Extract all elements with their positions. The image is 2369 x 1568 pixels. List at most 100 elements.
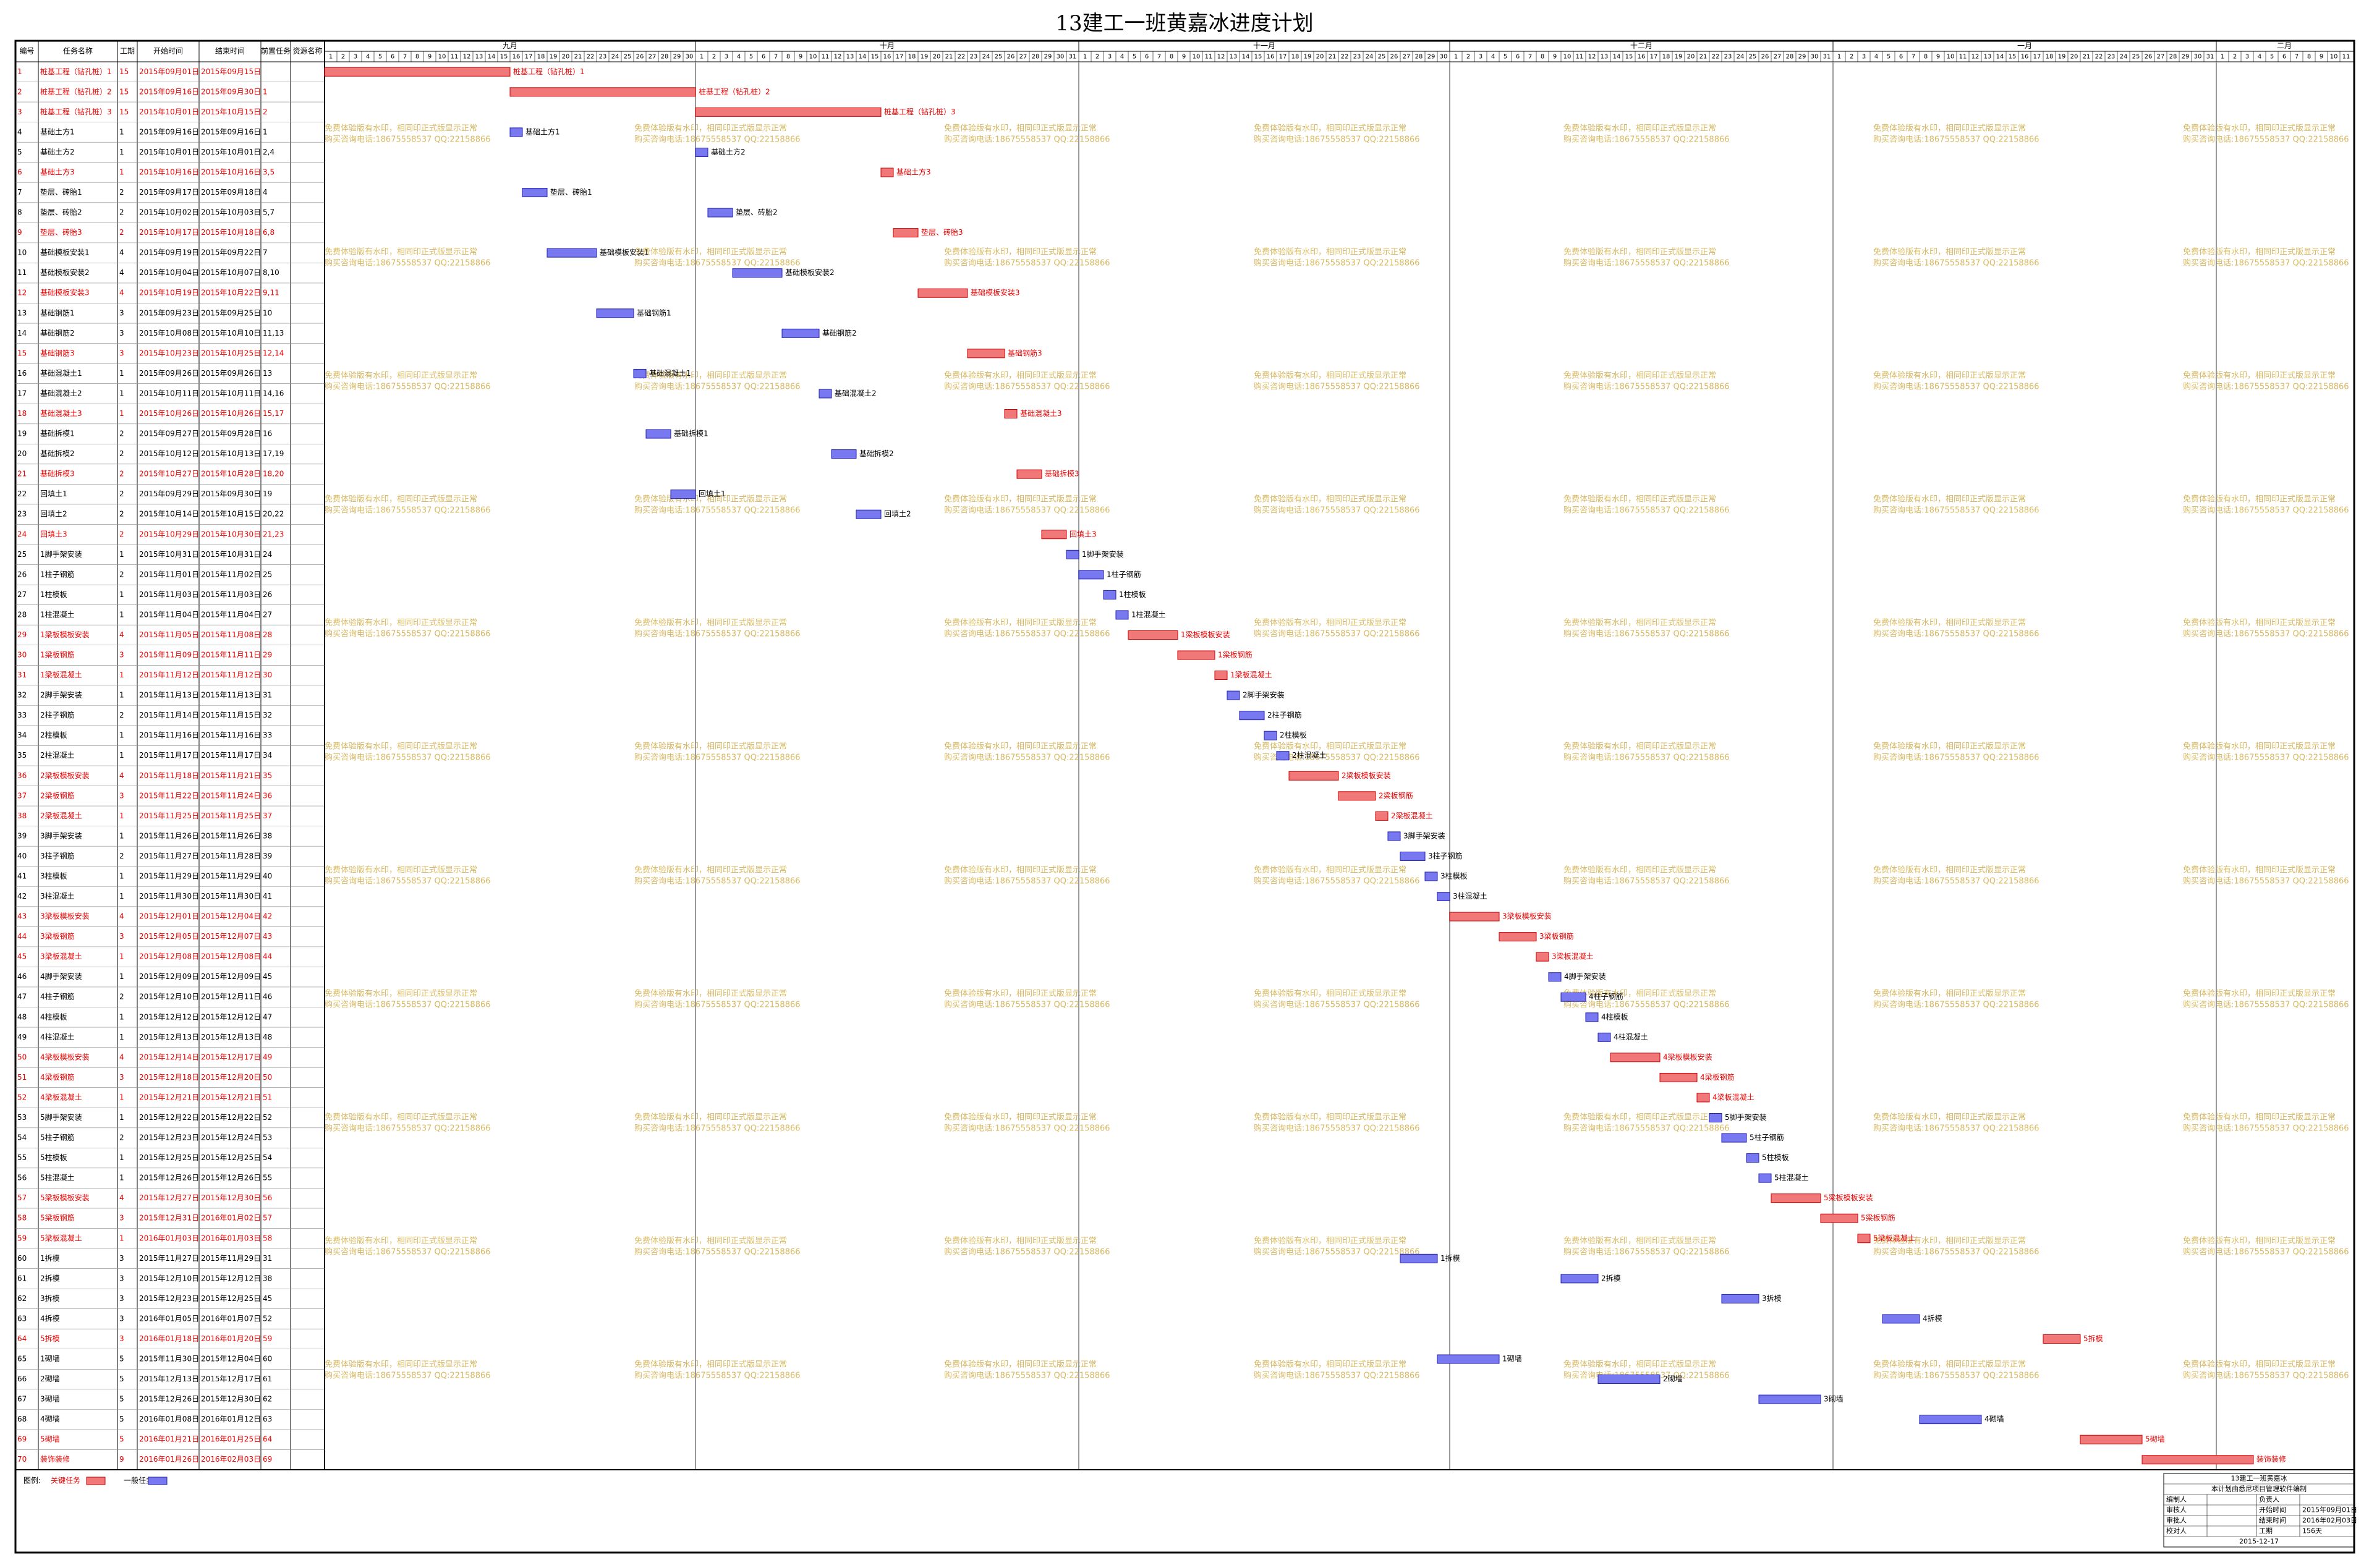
bar-label: 基础混凝土3: [1020, 409, 1062, 418]
cell: 2: [263, 108, 268, 116]
day-label: 24: [1737, 54, 1745, 61]
watermark: 免费体验版有水印，相同印正式版显示正常: [1873, 247, 2026, 257]
day-label: 10: [809, 54, 817, 61]
day-label: 13: [1984, 54, 1992, 61]
cell: 5: [17, 148, 22, 156]
cell: 2016年01月07日: [201, 1314, 261, 1323]
task-bar: [522, 188, 548, 198]
task-bar: [1746, 1153, 1759, 1163]
day-label: 11: [1959, 54, 1967, 61]
day-label: 14: [488, 54, 496, 61]
cell: 2015年09月30日: [201, 489, 261, 498]
bar-label: 基础钢筋2: [822, 328, 857, 337]
cell: 2015年11月02日: [201, 570, 261, 578]
watermark: 购买咨询电话:18675558537 QQ:22158866: [325, 1000, 491, 1010]
bar-label: 基础钢筋3: [1008, 348, 1042, 357]
task-bar: [1338, 791, 1376, 801]
day-label: 4: [737, 54, 741, 61]
watermark: 免费体验版有水印，相同印正式版显示正常: [325, 865, 477, 875]
task-bar: [1721, 1133, 1747, 1143]
cell: 3: [119, 1294, 124, 1303]
watermark: 免费体验版有水印，相同印正式版显示正常: [1254, 124, 1406, 133]
cell: 2015年11月22日: [139, 791, 199, 800]
cell: 9: [17, 228, 22, 237]
day-label: 9: [1553, 54, 1557, 61]
task-bar: [831, 449, 857, 459]
footer-label: 工期: [2259, 1527, 2273, 1535]
cell: 64: [263, 1435, 272, 1444]
watermark: 购买咨询电话:18675558537 QQ:22158866: [325, 506, 491, 515]
bar-label: 3柱混凝土: [1453, 891, 1487, 901]
watermark: 免费体验版有水印，相同印正式版显示正常: [634, 618, 787, 628]
day-label: 6: [2282, 54, 2286, 61]
cell: 垫层、砖胎2: [40, 208, 82, 217]
task-bar: [1597, 1032, 1611, 1042]
watermark: 免费体验版有水印，相同印正式版显示正常: [1563, 1360, 1716, 1370]
column-header: 资源名称: [292, 46, 322, 56]
watermark: 购买咨询电话:18675558537 QQ:22158866: [944, 1371, 1110, 1381]
cell: 6: [17, 167, 22, 176]
day-label: 12: [1971, 54, 1980, 61]
cell: 2015年12月13日: [139, 1033, 199, 1041]
watermark: 免费体验版有水印，相同印正式版显示正常: [944, 247, 1097, 257]
column-header: 结束时间: [215, 47, 245, 56]
day-label: 28: [2169, 54, 2177, 61]
task-bar: [324, 67, 511, 77]
day-label: 21: [1329, 54, 1337, 61]
task-bar: [1437, 1354, 1500, 1364]
watermark: 免费体验版有水印，相同印正式版显示正常: [944, 1236, 1097, 1246]
bar-label: 基础土方3: [896, 167, 931, 176]
watermark: 购买咨询电话:18675558537 QQ:22158866: [1254, 506, 1420, 515]
cell: 2015年12月25日: [201, 1153, 261, 1162]
task-bar: [1078, 570, 1104, 580]
bar-label: 5柱模板: [1762, 1153, 1789, 1162]
cell: 基础混凝土3: [40, 409, 82, 418]
day-label: 21: [574, 54, 582, 61]
cell: 20,22: [263, 510, 284, 519]
cell: 2: [119, 188, 124, 197]
cell: 18,20: [263, 470, 284, 478]
cell: 2016年01月12日: [201, 1415, 261, 1423]
cell: 1: [119, 871, 124, 880]
task-bar: [1400, 851, 1426, 861]
watermark: 购买咨询电话:18675558537 QQ:22158866: [2183, 753, 2349, 763]
watermark: 免费体验版有水印，相同印正式版显示正常: [634, 247, 787, 257]
watermark: 免费体验版有水印，相同印正式版显示正常: [1563, 865, 1716, 875]
cell: 38: [263, 831, 272, 840]
cell: 基础钢筋3: [40, 348, 75, 357]
day-label: 8: [415, 54, 419, 61]
cell: 2015年12月26日: [139, 1174, 199, 1182]
cell: 4梁板模板安装: [40, 1052, 90, 1061]
watermark: 免费体验版有水印，相同印正式版显示正常: [325, 1360, 477, 1370]
cell: 2015年10月11日: [139, 389, 199, 397]
cell: 1: [119, 550, 124, 559]
cell: 2015年11月28日: [201, 852, 261, 860]
day-label: 1: [1837, 54, 1841, 61]
day-label: 29: [1798, 54, 1806, 61]
cell: 2: [119, 1134, 124, 1142]
cell: 5: [119, 1415, 124, 1423]
watermark: 免费体验版有水印，相同印正式版显示正常: [944, 371, 1097, 381]
day-label: 14: [1242, 54, 1250, 61]
cell: 4: [119, 248, 124, 257]
cell: 1: [17, 67, 22, 76]
bar-label: 3柱模板: [1440, 871, 1468, 880]
day-label: 30: [1057, 54, 1065, 61]
cell: 3: [119, 329, 124, 337]
watermark: 购买咨询电话:18675558537 QQ:22158866: [1563, 753, 1730, 763]
watermark: 购买咨询电话:18675558537 QQ:22158866: [325, 1247, 491, 1257]
day-label: 9: [428, 54, 432, 61]
cell: 2015年09月01日: [139, 67, 199, 76]
cell: 2015年11月25日: [201, 812, 261, 820]
cell: 4柱模板: [40, 1012, 67, 1021]
cell: 2015年09月28日: [201, 430, 261, 438]
day-label: 29: [673, 54, 681, 61]
day-label: 13: [1601, 54, 1609, 61]
bar-label: 回填土3: [1070, 530, 1097, 538]
cell: 2015年12月12日: [201, 1274, 261, 1282]
cell: 49: [17, 1033, 27, 1041]
cell: 2015年11月24日: [201, 791, 261, 800]
task-bar: [1437, 892, 1450, 902]
cell: 4: [119, 630, 124, 639]
cell: 2015年09月19日: [139, 248, 199, 257]
